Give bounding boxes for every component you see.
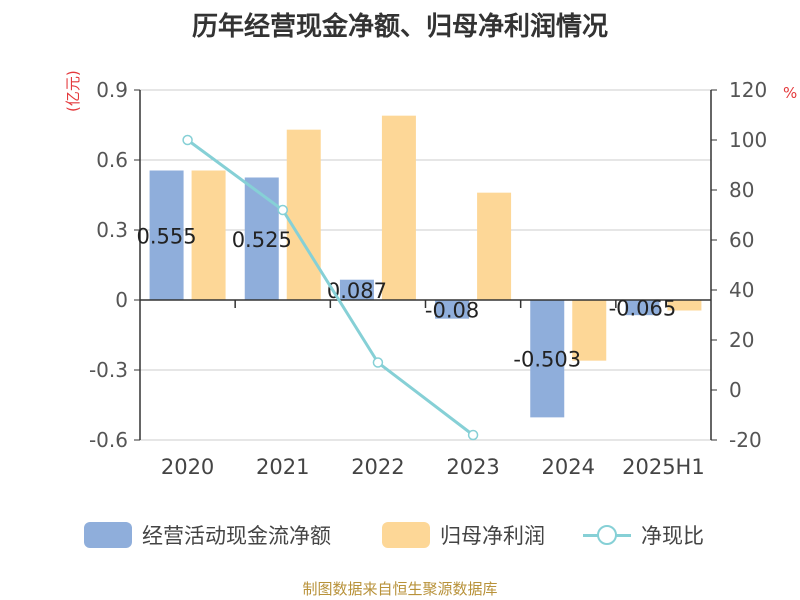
y-right-tick-label: 120 [729, 78, 767, 102]
bar-net-profit [191, 170, 226, 300]
bar-net-profit [286, 129, 321, 300]
bar-net-profit [381, 115, 416, 301]
y-right-tick-label: -20 [729, 428, 762, 452]
x-tick-label: 2020 [161, 455, 214, 479]
bar-cash-flow [149, 170, 184, 300]
right-axis-unit: % [783, 84, 798, 102]
x-tick-label: 2023 [446, 455, 499, 479]
bar-net-profit [477, 192, 512, 300]
bar-cash-flow [339, 279, 374, 300]
legend-swatch-cash-ratio [583, 522, 631, 548]
y-left-tick-label: 0.9 [96, 78, 128, 102]
line-cash-ratio [186, 138, 474, 437]
data-label-cash-flow: -0.08 [425, 298, 479, 322]
point-cash-ratio [467, 429, 479, 441]
data-label-cash-flow: -0.503 [513, 348, 581, 372]
y-left-tick-label: 0.3 [96, 218, 128, 242]
legend-swatch-cash-flow [84, 522, 132, 548]
point-cash-ratio [277, 204, 288, 216]
bar-net-profit [667, 300, 702, 311]
x-tick-label: 2022 [351, 455, 404, 479]
data-label-cash-flow: -0.065 [609, 297, 677, 321]
point-cash-ratio [372, 357, 384, 368]
data-label-cash-flow: 0.087 [327, 279, 387, 303]
legend-label-cash-flow: 经营活动现金流净额 [142, 524, 331, 548]
y-right-tick-label: 60 [729, 228, 754, 252]
y-right-tick-label: 0 [729, 378, 742, 402]
legend-label-net-profit: 归母净利润 [440, 524, 545, 548]
data-label-cash-flow: 0.525 [232, 228, 292, 252]
bar-cash-flow [244, 177, 279, 300]
bar-net-profit [572, 300, 607, 361]
legend-swatch-net-profit [382, 522, 430, 548]
y-left-tick-label: -0.3 [89, 358, 128, 382]
bar-cash-flow [625, 300, 660, 316]
legend-item-cash-ratio[interactable]: 净现比 [583, 518, 704, 552]
y-left-tick-label: 0.6 [96, 148, 128, 172]
legend-item-net-profit[interactable]: 归母净利润 [382, 518, 545, 552]
x-tick-label: 2025H1 [622, 455, 705, 479]
x-tick-label: 2021 [256, 455, 309, 479]
bar-cash-flow [435, 300, 470, 319]
y-right-tick-label: 40 [729, 278, 754, 302]
source-note: 制图数据来自恒生聚源数据库 [302, 580, 498, 598]
chart-title: 历年经营现金净额、归母净利润情况 [191, 12, 608, 42]
legend: 经营活动现金流净额 归母净利润 净现比 [0, 518, 800, 552]
y-right-tick-label: 100 [729, 128, 767, 152]
point-cash-ratio [182, 134, 193, 146]
y-right-tick-label: 80 [729, 178, 754, 202]
data-label-cash-flow: 0.555 [137, 224, 197, 248]
bar-cash-flow [530, 300, 565, 418]
y-left-tick-label: -0.6 [89, 428, 128, 452]
y-left-tick-label: 0 [115, 288, 128, 312]
legend-label-cash-ratio: 净现比 [641, 524, 704, 548]
legend-item-cash-flow[interactable]: 经营活动现金流净额 [84, 518, 331, 552]
y-right-tick-label: 20 [729, 328, 754, 352]
x-tick-label: 2024 [542, 455, 595, 479]
